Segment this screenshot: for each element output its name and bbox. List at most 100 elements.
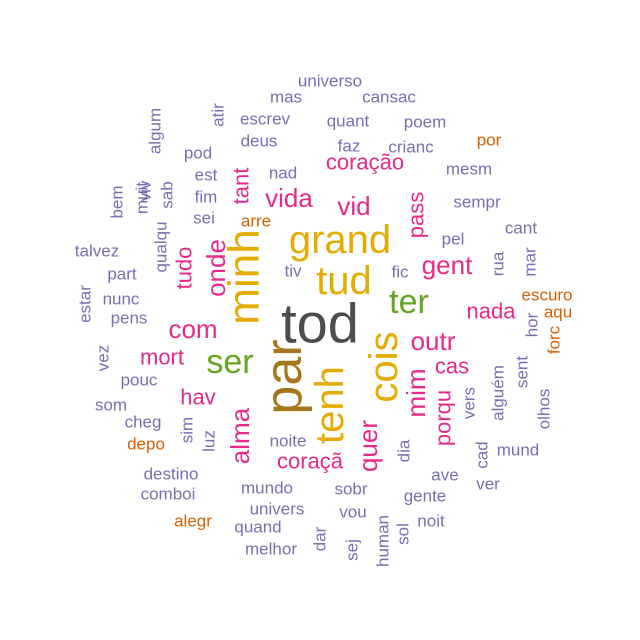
word-70: pouc bbox=[121, 371, 158, 390]
word-35: algum bbox=[146, 108, 165, 154]
word-80: cad bbox=[473, 441, 492, 468]
word-77: luz bbox=[200, 430, 219, 452]
word-20: pass bbox=[404, 192, 429, 238]
word-92: noit bbox=[417, 512, 445, 531]
word-62: aqu bbox=[544, 303, 572, 322]
word-48: bem bbox=[108, 185, 127, 218]
word-63: estar bbox=[76, 285, 95, 323]
word-28: universo bbox=[298, 72, 362, 91]
word-60: part bbox=[107, 265, 137, 284]
word-90: gente bbox=[404, 487, 447, 506]
word-7: ser bbox=[206, 343, 253, 381]
word-68: vez bbox=[94, 345, 113, 371]
word-89: univers bbox=[250, 500, 305, 519]
word-17: quer bbox=[353, 420, 383, 472]
word-64: nunc bbox=[103, 290, 140, 309]
word-61: escuro bbox=[521, 286, 572, 305]
word-31: atir bbox=[209, 103, 228, 127]
word-18: coração bbox=[326, 150, 404, 175]
word-25: hav bbox=[180, 385, 215, 410]
word-40: pod bbox=[184, 144, 212, 163]
word-26: cas bbox=[435, 354, 469, 379]
word-3: grand bbox=[289, 218, 391, 262]
word-13: onde bbox=[201, 239, 231, 297]
word-88: comboi bbox=[141, 485, 196, 504]
word-72: vers bbox=[460, 387, 479, 419]
word-16: mim bbox=[401, 368, 431, 417]
word-71: alguém bbox=[489, 365, 508, 421]
word-19: coraçã bbox=[277, 449, 344, 474]
word-53: qualqu bbox=[152, 221, 171, 272]
word-38: crianc bbox=[388, 138, 434, 157]
word-46: sab bbox=[158, 181, 177, 208]
word-34: poem bbox=[404, 113, 447, 132]
word-33: quant bbox=[327, 112, 370, 131]
word-52: cant bbox=[505, 219, 537, 238]
word-50: sei bbox=[193, 209, 215, 228]
word-6: cois bbox=[362, 331, 406, 402]
word-86: mundo bbox=[241, 479, 293, 498]
word-23: nada bbox=[467, 299, 517, 324]
word-67: forc bbox=[545, 325, 564, 354]
word-56: rua bbox=[489, 251, 508, 276]
word-24: mort bbox=[140, 345, 184, 370]
word-96: dar bbox=[311, 526, 330, 551]
word-5: tenh bbox=[308, 366, 352, 444]
word-49: sempr bbox=[453, 193, 501, 212]
word-95: sol bbox=[394, 523, 413, 545]
word-14: gent bbox=[422, 250, 473, 280]
word-8: ter bbox=[389, 283, 429, 321]
word-37: faz bbox=[338, 137, 361, 156]
word-75: cheg bbox=[125, 413, 162, 432]
word-66: hor bbox=[523, 312, 542, 337]
word-76: sim bbox=[178, 417, 197, 443]
word-99: human bbox=[374, 515, 393, 567]
word-45: viv bbox=[136, 180, 155, 201]
word-82: depo bbox=[127, 435, 165, 454]
word-4: tud bbox=[316, 259, 372, 303]
word-42: mesm bbox=[446, 160, 492, 179]
word-30: cansac bbox=[362, 88, 416, 107]
word-9: vida bbox=[265, 183, 313, 213]
word-21: tant bbox=[229, 168, 254, 205]
word-36: deus bbox=[241, 132, 278, 151]
word-84: ave bbox=[431, 466, 458, 485]
word-83: destino bbox=[144, 465, 199, 484]
word-59: fic bbox=[392, 263, 410, 282]
word-22: tudo bbox=[172, 247, 197, 290]
word-69: sent bbox=[513, 356, 532, 388]
word-97: melhor bbox=[245, 540, 297, 559]
word-58: tiv bbox=[285, 262, 303, 281]
word-78: noite bbox=[270, 432, 307, 451]
word-1: par bbox=[255, 339, 313, 414]
word-0: tod bbox=[281, 292, 359, 355]
word-47: fim bbox=[195, 188, 218, 207]
word-87: sobr bbox=[334, 480, 367, 499]
word-43: est bbox=[195, 166, 218, 185]
word-81: mund bbox=[497, 441, 540, 460]
word-15: outr bbox=[411, 326, 456, 356]
word-55: pel bbox=[442, 230, 465, 249]
word-65: pens bbox=[111, 309, 148, 328]
word-44: muit bbox=[133, 182, 152, 214]
word-39: por bbox=[477, 131, 502, 150]
word-73: olhos bbox=[535, 389, 554, 430]
word-51: arre bbox=[241, 212, 271, 231]
word-41: nad bbox=[269, 164, 297, 183]
word-2: minh bbox=[220, 229, 269, 324]
word-85: ver bbox=[476, 475, 500, 494]
word-93: alegr bbox=[174, 512, 212, 531]
word-27: porqu bbox=[431, 390, 456, 446]
word-79: dia bbox=[395, 439, 414, 462]
word-98: sej bbox=[343, 539, 362, 561]
word-91: vou bbox=[339, 503, 366, 522]
word-74: som bbox=[95, 396, 127, 415]
word-29: mas bbox=[270, 88, 302, 107]
word-11: com bbox=[168, 314, 217, 344]
word-10: vid bbox=[337, 191, 370, 221]
word-12: alma bbox=[225, 407, 255, 464]
word-54: talvez bbox=[75, 242, 119, 261]
word-32: escrev bbox=[240, 110, 291, 129]
word-94: quand bbox=[234, 518, 281, 537]
